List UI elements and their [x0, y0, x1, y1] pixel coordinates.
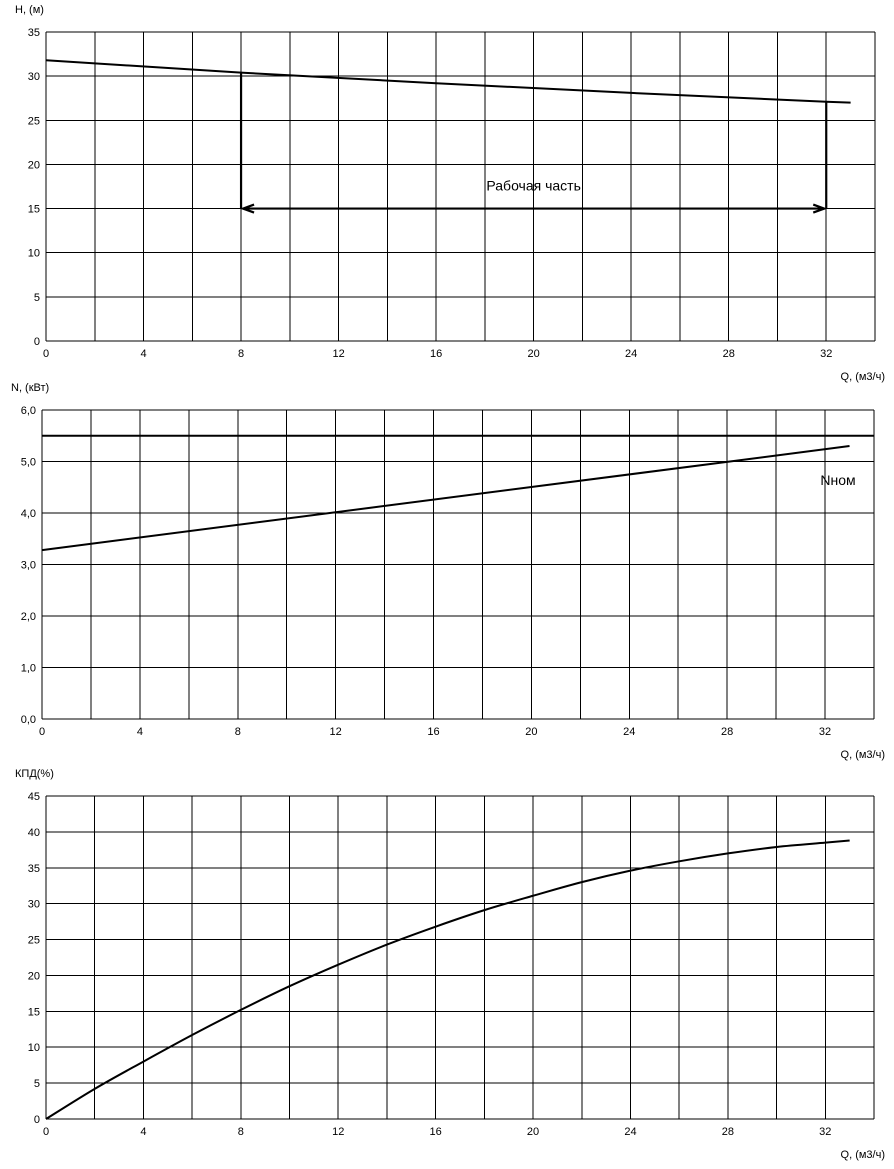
y-tick-label: 10: [28, 1042, 40, 1054]
x-tick-label: 32: [819, 1126, 831, 1138]
y-tick-label: 30: [28, 71, 40, 83]
power-chart: 0 4 8 12 16 20 24 28 32 0,0 1,0 2,0 3,0 4,0 5,0 6,0 N, (…: [11, 382, 885, 761]
x-tick-label: 24: [625, 348, 637, 360]
y-tick-label: 5,0: [21, 457, 36, 469]
y-tick-label: 25: [28, 935, 40, 947]
x-axis-label: Q, (м3/ч): [841, 371, 885, 383]
y-tick-label: 6,0: [21, 405, 36, 417]
x-tick-label: 12: [332, 1126, 344, 1138]
y-tick-label: 35: [28, 27, 40, 39]
x-tick-label: 32: [819, 726, 831, 738]
x-tick-label: 4: [137, 726, 143, 738]
y-tick-label: 5: [34, 292, 40, 304]
y-tick-label: 0,0: [21, 714, 36, 726]
x-tick-label: 8: [238, 348, 244, 360]
x-tick-label: 24: [624, 1126, 636, 1138]
y-tick-label: 1,0: [21, 663, 36, 675]
head-curve-0: [45, 59, 851, 104]
y-tick-label: 5: [34, 1078, 40, 1090]
y-tick-label: 45: [28, 791, 40, 803]
x-tick-label: 16: [430, 1126, 442, 1138]
x-tick-label: 0: [43, 1126, 49, 1138]
x-axis-label: Q, (м3/ч): [841, 749, 885, 761]
x-tick-label: 24: [623, 726, 635, 738]
y-tick-label: 15: [28, 204, 40, 216]
x-tick-label: 20: [528, 348, 540, 360]
y-tick-label: 10: [28, 248, 40, 260]
nominal-power-label: Nном: [820, 472, 855, 488]
x-tick-label: 16: [427, 726, 439, 738]
y-tick-label: 4,0: [21, 508, 36, 520]
x-tick-label: 28: [723, 348, 735, 360]
efficiency-curve-0: [45, 839, 850, 1120]
y-axis-label: H, (м): [15, 4, 44, 16]
arrow-left-icon: [239, 203, 255, 214]
y-tick-label: 40: [28, 827, 40, 839]
x-tick-label: 4: [140, 348, 146, 360]
y-axis-label: N, (кВт): [11, 382, 49, 394]
y-tick-label: 35: [28, 863, 40, 875]
y-tick-label: 20: [28, 159, 40, 171]
x-tick-label: 4: [140, 1126, 146, 1138]
x-tick-label: 28: [721, 726, 733, 738]
y-tick-label: 20: [28, 970, 40, 982]
working-range-label: Рабочая часть: [486, 178, 581, 194]
power-curve-0: [41, 445, 850, 552]
y-tick-label: 3,0: [21, 560, 36, 572]
x-tick-label: 8: [235, 726, 241, 738]
x-tick-label: 32: [820, 348, 832, 360]
y-tick-label: 25: [28, 115, 40, 127]
x-axis-label: Q, (м3/ч): [841, 1149, 885, 1161]
x-tick-label: 28: [722, 1126, 734, 1138]
x-tick-label: 20: [527, 1126, 539, 1138]
y-tick-label: 2,0: [21, 611, 36, 623]
x-tick-label: 12: [330, 726, 342, 738]
x-tick-label: 0: [43, 348, 49, 360]
x-tick-label: 0: [39, 726, 45, 738]
x-tick-label: 20: [525, 726, 537, 738]
x-tick-label: 12: [332, 348, 344, 360]
efficiency-chart: 0 4 8 12 16 20 24 28 32 0 5 10 15 20 25 30 35 40 45 КПД(%) Q…: [15, 768, 885, 1161]
y-tick-label: 30: [28, 899, 40, 911]
y-axis-label: КПД(%): [15, 768, 54, 780]
arrow-right-icon: [812, 203, 828, 214]
head-chart: 0 4 8 12 16 20 24 28 32 0 5 10 15 20 25 30 35 H, (м) Q, (м…: [15, 4, 885, 383]
x-tick-label: 8: [238, 1126, 244, 1138]
y-tick-label: 0: [34, 1114, 40, 1126]
y-tick-label: 15: [28, 1006, 40, 1018]
x-tick-label: 16: [430, 348, 442, 360]
y-tick-label: 0: [34, 336, 40, 348]
